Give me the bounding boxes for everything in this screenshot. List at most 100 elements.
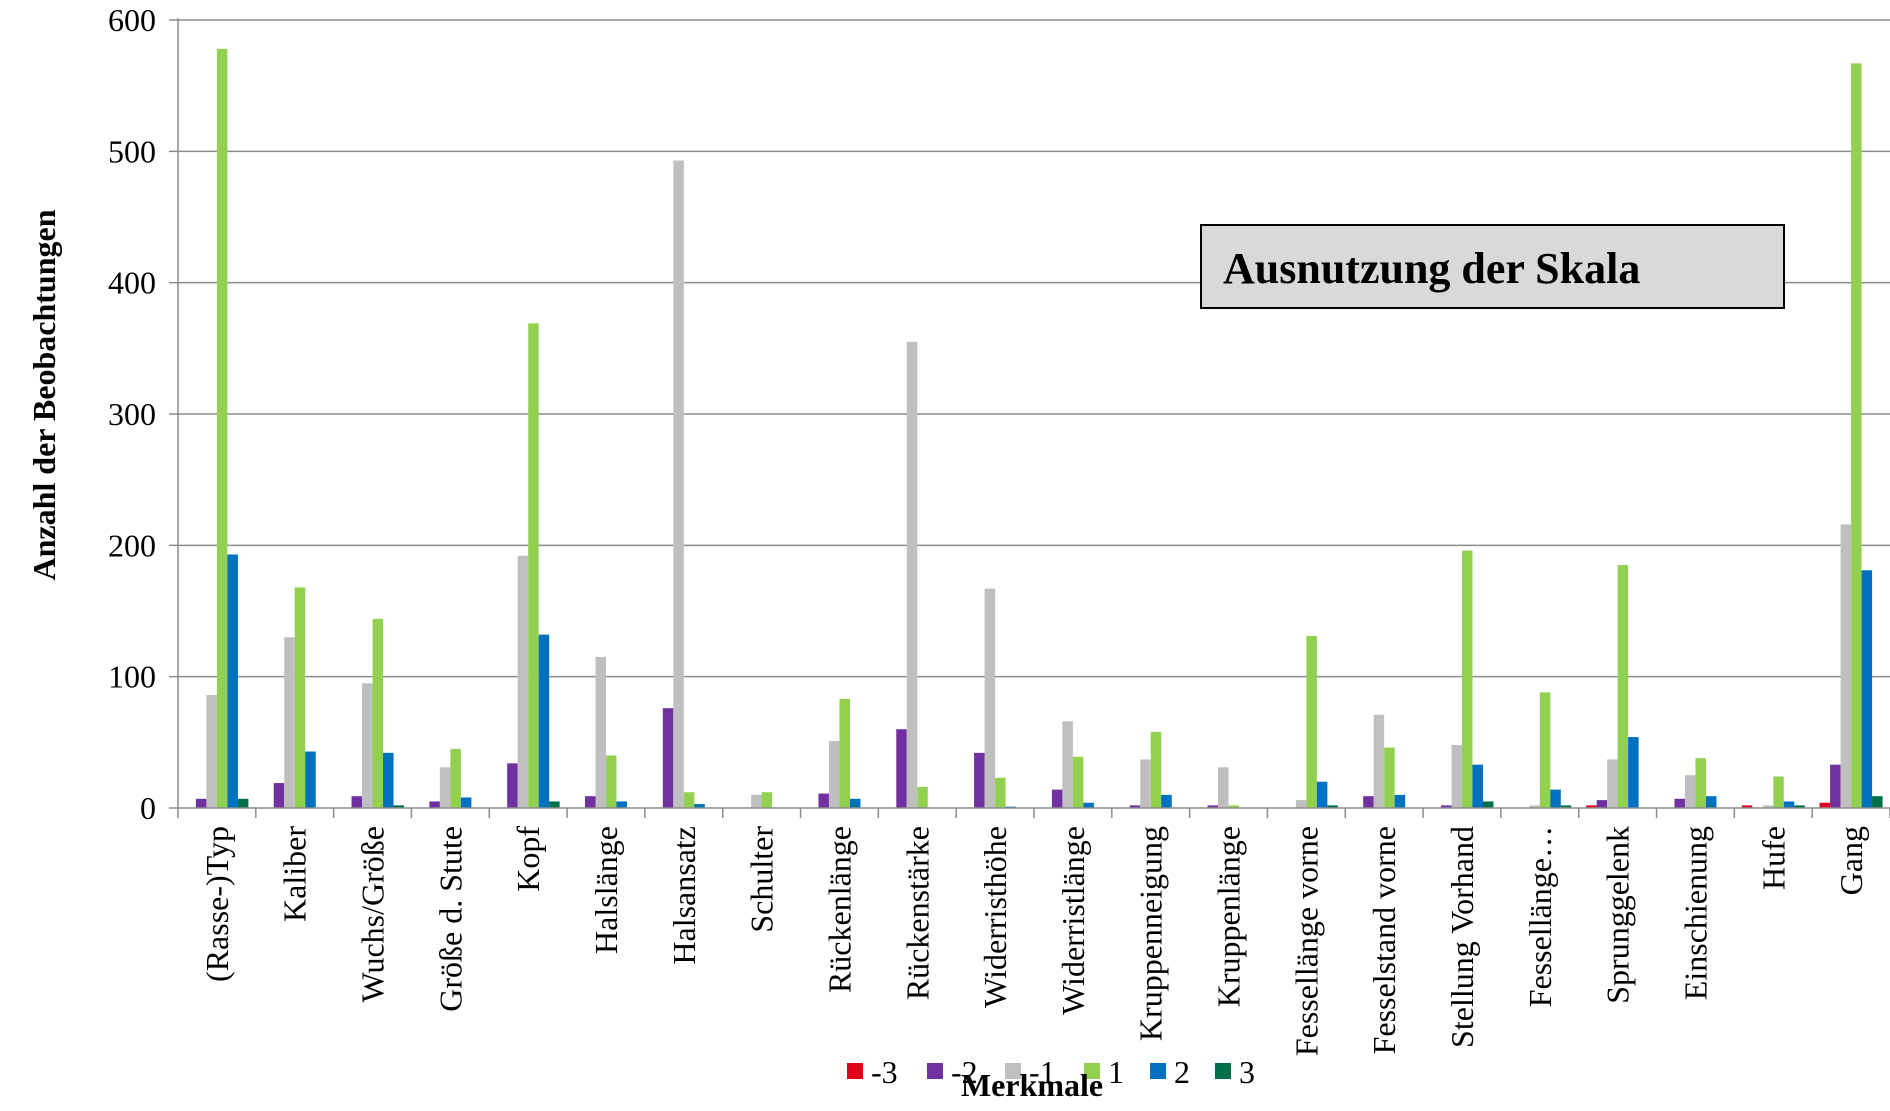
y-tick-label: 200 bbox=[108, 527, 156, 563]
bar bbox=[1684, 775, 1696, 808]
legend-label: -3 bbox=[871, 1054, 898, 1090]
bar bbox=[1129, 805, 1141, 808]
bar bbox=[1762, 805, 1774, 808]
bar bbox=[1617, 565, 1629, 808]
legend-label: 1 bbox=[1108, 1054, 1124, 1090]
bar bbox=[1840, 524, 1852, 808]
bar bbox=[538, 634, 550, 808]
bar bbox=[1062, 721, 1073, 808]
gridlines bbox=[178, 19, 1890, 678]
legend-swatch bbox=[1215, 1063, 1231, 1079]
category-label: Halslänge bbox=[588, 826, 624, 954]
bar bbox=[1674, 798, 1685, 808]
y-tick-label: 0 bbox=[140, 790, 156, 826]
bar bbox=[450, 748, 461, 808]
bar bbox=[1819, 802, 1831, 808]
bar bbox=[1140, 759, 1151, 808]
bar bbox=[1161, 794, 1172, 808]
bar bbox=[383, 752, 394, 808]
bar bbox=[1384, 747, 1395, 808]
bar bbox=[1550, 789, 1561, 808]
bar bbox=[694, 804, 705, 808]
category-label: Fesselstand vorne bbox=[1366, 826, 1402, 1054]
bar bbox=[683, 792, 695, 808]
bar bbox=[616, 801, 627, 808]
bar bbox=[1150, 731, 1162, 808]
bar bbox=[673, 160, 684, 808]
bar bbox=[1207, 805, 1219, 808]
bar bbox=[917, 786, 928, 808]
category-label: Kaliber bbox=[277, 826, 313, 922]
bar bbox=[984, 588, 996, 808]
bar bbox=[273, 783, 285, 808]
bar bbox=[906, 341, 918, 808]
axes bbox=[169, 18, 1890, 818]
legend-swatch bbox=[847, 1063, 863, 1079]
category-label: Wuchs/Größe bbox=[355, 826, 391, 1002]
legend-swatch bbox=[1084, 1063, 1100, 1079]
y-tick-label: 400 bbox=[108, 265, 156, 301]
category-label: Halsansatz bbox=[666, 826, 702, 965]
bar bbox=[1295, 800, 1307, 808]
bar bbox=[372, 618, 384, 808]
bar bbox=[284, 637, 295, 808]
bar bbox=[549, 801, 560, 808]
category-label: Kruppenneigung bbox=[1133, 826, 1169, 1041]
bar bbox=[1539, 692, 1551, 808]
category-label: Kopf bbox=[510, 826, 546, 892]
bar bbox=[1705, 796, 1717, 808]
category-label: Fessellänge… bbox=[1522, 826, 1558, 1007]
category-label: Sprunggelenk bbox=[1600, 826, 1636, 1004]
bar bbox=[1462, 550, 1473, 808]
bar bbox=[460, 797, 472, 808]
bar bbox=[1441, 805, 1452, 808]
category-label: Rückenlänge bbox=[821, 826, 857, 993]
bar bbox=[1051, 789, 1063, 808]
y-tick-label: 300 bbox=[108, 396, 156, 432]
bar bbox=[362, 683, 373, 808]
bar bbox=[1773, 776, 1784, 808]
bar bbox=[216, 48, 228, 809]
bar bbox=[1861, 570, 1873, 808]
annotation-box-frame bbox=[1200, 224, 1785, 309]
bar bbox=[1451, 744, 1462, 808]
category-label: (Rasse-)Typ bbox=[199, 826, 235, 982]
category-label: Schulter bbox=[744, 826, 780, 933]
category-label: Einschienung bbox=[1677, 826, 1713, 1000]
bar bbox=[896, 729, 907, 808]
bar bbox=[1529, 805, 1540, 808]
y-axis-title: Anzahl der Beobachtungen bbox=[26, 209, 62, 580]
category-label: Stellung Vorhand bbox=[1444, 826, 1480, 1048]
category-labels: (Rasse-)Typ Kaliber Wuchs/Größe Größe d. St… bbox=[199, 826, 1869, 1057]
category-label: Größe d. Stute bbox=[432, 826, 468, 1012]
annotation-text: Ausnutzung der Skala bbox=[1223, 244, 1640, 293]
bar bbox=[1628, 737, 1639, 808]
bar bbox=[429, 801, 440, 808]
category-label: Widerristhöhe bbox=[977, 826, 1013, 1008]
bar bbox=[227, 554, 238, 808]
bar bbox=[1872, 796, 1883, 808]
bar bbox=[1228, 805, 1240, 808]
legend-swatch bbox=[1150, 1063, 1166, 1079]
bar bbox=[1327, 805, 1338, 808]
bar bbox=[828, 741, 840, 808]
bar bbox=[305, 751, 316, 808]
legend: -3 -2 -1 1 2 3 bbox=[847, 1054, 1255, 1090]
bar bbox=[528, 323, 539, 808]
category-label: Gang bbox=[1833, 826, 1869, 895]
category-label: Hufe bbox=[1755, 826, 1791, 890]
bar bbox=[1306, 635, 1317, 808]
bar bbox=[1607, 759, 1618, 808]
bar bbox=[1394, 794, 1406, 808]
bar bbox=[761, 792, 773, 808]
bar bbox=[1695, 758, 1706, 808]
bar bbox=[393, 805, 405, 808]
legend-swatch bbox=[1005, 1063, 1021, 1079]
y-tick-label: 100 bbox=[108, 659, 156, 695]
bar bbox=[1741, 805, 1753, 808]
legend-label: 2 bbox=[1174, 1054, 1190, 1090]
legend-label: 3 bbox=[1239, 1054, 1255, 1090]
bar bbox=[585, 796, 596, 808]
y-tick-label: 600 bbox=[108, 2, 156, 38]
